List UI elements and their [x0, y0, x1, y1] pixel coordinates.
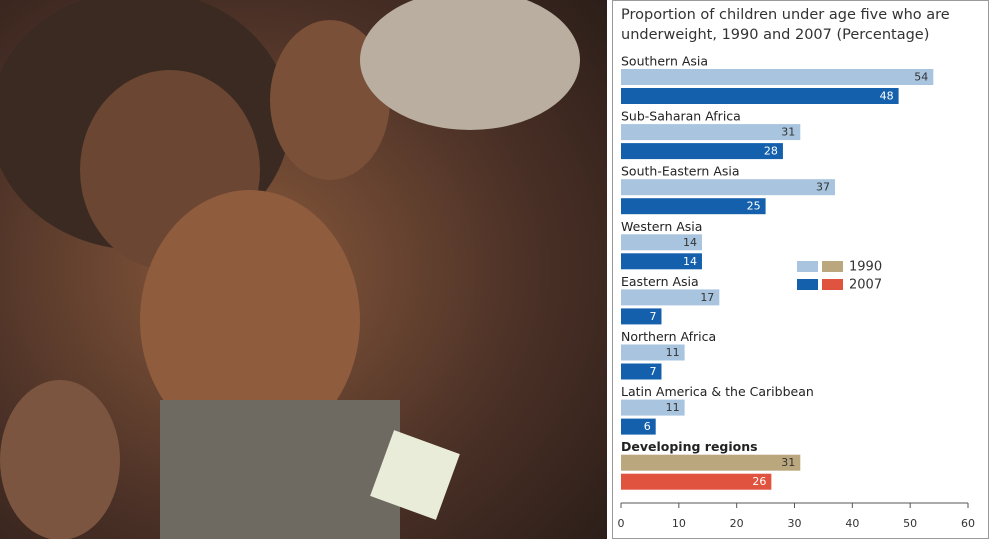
bar	[621, 253, 702, 270]
value-label: 48	[880, 90, 894, 103]
bar	[621, 308, 662, 325]
value-label: 7	[649, 310, 656, 323]
value-label: 31	[781, 456, 795, 469]
category-label: Eastern Asia	[621, 274, 699, 289]
photo	[0, 0, 607, 539]
value-label: 7	[649, 365, 656, 378]
legend-label: 2007	[849, 278, 882, 293]
value-label: 26	[752, 475, 766, 488]
x-tick-label: 50	[903, 517, 917, 530]
bar	[621, 344, 685, 361]
bar	[621, 234, 702, 251]
bar	[621, 399, 685, 416]
x-tick-label: 60	[961, 517, 975, 530]
category-label: Southern Asia	[621, 54, 708, 69]
value-label: 31	[781, 126, 795, 139]
x-tick-label: 20	[730, 517, 744, 530]
category-label: Western Asia	[621, 219, 702, 234]
category-label: Developing regions	[621, 439, 758, 454]
value-label: 37	[816, 181, 830, 194]
value-label: 54	[914, 71, 928, 84]
legend-label: 1990	[849, 260, 882, 275]
bar	[621, 198, 766, 215]
x-tick-label: 30	[788, 517, 802, 530]
value-label: 14	[683, 236, 697, 249]
bar	[621, 143, 783, 160]
x-tick-label: 10	[672, 517, 686, 530]
category-label: Northern Africa	[621, 329, 716, 344]
x-tick-label: 0	[618, 517, 625, 530]
value-label: 28	[764, 145, 778, 158]
value-label: 14	[683, 255, 697, 268]
bar	[621, 124, 801, 141]
bar	[621, 179, 835, 196]
legend-swatch	[797, 279, 818, 290]
value-label: 11	[666, 346, 680, 359]
bar	[621, 289, 720, 306]
category-label: Latin America & the Caribbean	[621, 384, 814, 399]
value-label: 6	[644, 420, 651, 433]
chart-title: Proportion of children under age five wh…	[621, 7, 950, 43]
x-tick-label: 40	[845, 517, 859, 530]
legend-swatch	[822, 261, 843, 272]
category-label: Sub-Saharan Africa	[621, 109, 741, 124]
value-label: 11	[666, 401, 680, 414]
legend-swatch	[822, 279, 843, 290]
bar	[621, 88, 899, 104]
bar	[621, 473, 772, 490]
bar	[621, 363, 662, 380]
bar	[621, 454, 801, 471]
value-label: 17	[700, 291, 714, 304]
category-label: South-Eastern Asia	[621, 164, 740, 179]
bar	[621, 418, 656, 435]
bar	[621, 69, 934, 85]
value-label: 25	[747, 200, 761, 213]
legend-swatch	[797, 261, 818, 272]
